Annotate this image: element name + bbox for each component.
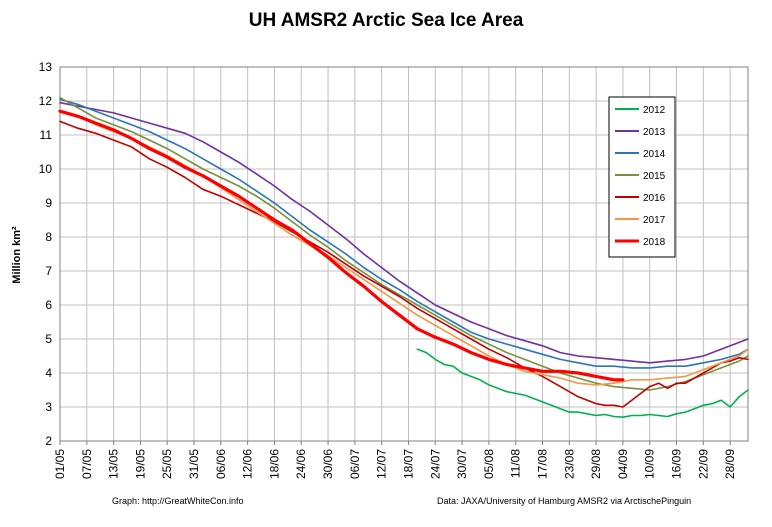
series-line-2015 — [59, 96, 749, 391]
x-tick-label: 24/06 — [294, 449, 308, 479]
x-tick-label: 30/07 — [455, 449, 469, 479]
x-tick-label: 10/09 — [643, 449, 657, 479]
y-tick-label: 13 — [39, 60, 53, 74]
x-tick-label: 04/09 — [616, 449, 630, 479]
legend-box — [608, 96, 676, 258]
x-tick-label: 11/08 — [509, 449, 523, 478]
legend-label-2013: 2013 — [643, 127, 666, 138]
x-tick-label: 22/09 — [696, 449, 710, 479]
y-tick-label: 8 — [45, 230, 52, 244]
x-tick-label: 07/05 — [80, 449, 94, 479]
footer-source-data: Data: JAXA/University of Hamburg AMSR2 v… — [437, 496, 691, 506]
chart-title: UH AMSR2 Arctic Sea Ice Area — [249, 10, 524, 31]
series-line-2018 — [58, 109, 625, 382]
x-tick-label: 18/06 — [267, 449, 281, 479]
x-tick-label: 23/08 — [562, 449, 576, 479]
x-tick-label: 25/05 — [160, 449, 174, 479]
y-tick-label: 7 — [45, 264, 52, 278]
x-tick-label: 24/07 — [428, 449, 442, 479]
x-axis: 01/05 07/05 13/05 19/05 25/05 31/05 06/06 12/06… — [53, 449, 737, 479]
y-tick-label: 12 — [39, 94, 53, 108]
x-tick-label: 17/08 — [535, 449, 549, 479]
legend-label-2012: 2012 — [643, 105, 666, 116]
series-line-2016 — [59, 120, 749, 408]
x-tick-label: 31/05 — [187, 449, 201, 479]
x-tick-label: 16/09 — [670, 449, 684, 479]
x-tick-label: 29/08 — [589, 449, 603, 479]
y-axis: 2 3 4 5 6 7 8 9 10 11 12 13 — [39, 60, 53, 448]
x-tick-label: 18/07 — [401, 449, 415, 479]
series-line-2013 — [59, 101, 749, 364]
y-tick-label: 6 — [45, 298, 52, 312]
series-group — [58, 96, 749, 419]
x-tick-label: 12/07 — [375, 449, 389, 479]
legend-label-2018: 2018 — [643, 237, 666, 248]
x-tick-label: 06/06 — [214, 449, 228, 479]
legend-label-2014: 2014 — [643, 149, 666, 160]
y-tick-label: 10 — [39, 162, 53, 176]
y-tick-label: 4 — [45, 366, 52, 380]
legend-label-2015: 2015 — [643, 171, 666, 182]
series-line-2012 — [416, 348, 749, 419]
x-tick-label: 01/05 — [53, 449, 67, 479]
y-tick-label: 3 — [45, 400, 52, 414]
legend-label-2016: 2016 — [643, 193, 666, 204]
x-tick-label: 06/07 — [348, 449, 362, 479]
y-tick-label: 5 — [45, 332, 52, 346]
x-tick-label: 13/05 — [107, 449, 121, 479]
x-tick-label: 05/08 — [482, 449, 496, 479]
grid — [59, 66, 749, 445]
x-tick-label: 30/06 — [321, 449, 335, 479]
legend: 2012 2013 2014 2015 2016 2017 2018 — [608, 96, 676, 258]
y-axis-label: Million km² — [11, 226, 23, 284]
x-tick-label: 12/06 — [241, 449, 255, 479]
x-tick-label: 19/05 — [133, 449, 147, 479]
footer-source-graph: Graph: http://GreatWhiteCon.info — [112, 496, 244, 506]
x-tick-label: 28/09 — [723, 449, 737, 479]
legend-label-2017: 2017 — [643, 215, 666, 226]
y-tick-label: 11 — [40, 128, 53, 142]
plot-area-frame — [59, 66, 749, 442]
y-tick-label: 2 — [45, 434, 52, 448]
y-tick-label: 9 — [45, 196, 52, 210]
series-line-2014 — [59, 98, 749, 369]
